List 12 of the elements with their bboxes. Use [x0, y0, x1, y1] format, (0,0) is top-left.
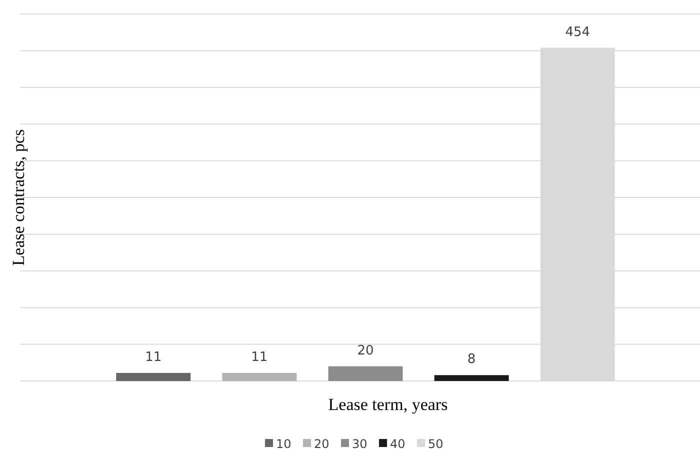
x-axis-title: Lease term, years: [328, 395, 448, 414]
legend-label: 40: [390, 437, 406, 451]
y-axis-title: Lease contracts, pcs: [9, 129, 28, 266]
data-label: 8: [467, 352, 476, 368]
legend-label: 10: [276, 437, 292, 451]
data-label: 20: [357, 343, 374, 358]
legend-label: 30: [352, 437, 368, 451]
data-label: 11: [145, 350, 162, 365]
data-label: 454: [565, 24, 590, 40]
legend-label: 20: [314, 437, 330, 451]
legend-label: 50: [428, 437, 444, 451]
data-label: 11: [251, 350, 268, 365]
